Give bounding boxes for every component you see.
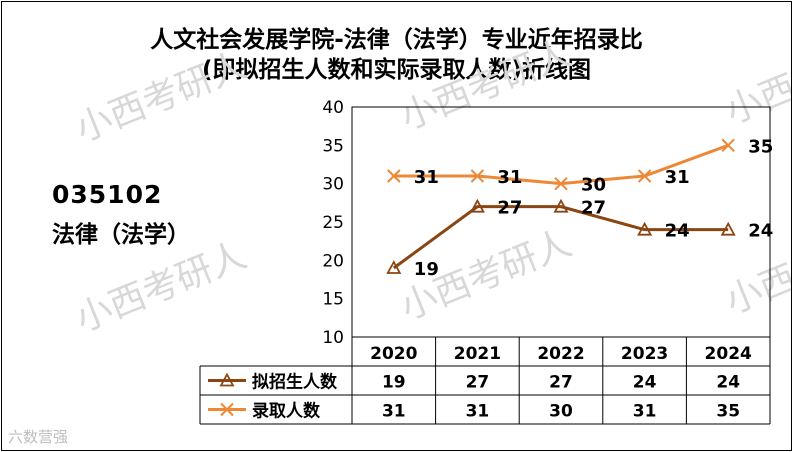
y-tick-label-35: 35	[322, 136, 344, 156]
corner-watermark: 六数营强	[8, 428, 69, 446]
x-category-label-2021: 2021	[454, 344, 501, 364]
series-1-data-label-2: 30	[581, 175, 606, 196]
series-0-table-cell-3: 24	[633, 373, 657, 393]
series-0-legend-label: 拟招生人数	[252, 372, 338, 393]
series-1-point-0	[387, 169, 401, 183]
series-0-point-2	[553, 198, 569, 213]
y-tick-label-30: 30	[322, 175, 344, 195]
y-tick-label-15: 15	[322, 290, 344, 310]
y-tick-label-10: 10	[322, 328, 344, 348]
series-0-point-1	[469, 198, 485, 213]
watermark-text-1: 小西考研人	[395, 33, 577, 138]
series-0-data-label-3: 24	[665, 221, 690, 242]
series-0-data-label-2: 27	[581, 198, 606, 219]
program-code: 035102	[52, 180, 163, 209]
series-0-point-0	[386, 260, 402, 274]
series-1-table-cell-4: 35	[716, 402, 740, 422]
series-0-point-3	[637, 221, 653, 236]
x-category-label-2024: 2024	[705, 344, 752, 364]
series-1-point-3	[637, 169, 652, 183]
series-0-table-cell-0: 19	[382, 373, 406, 393]
series-1-table-cell-0: 31	[382, 402, 406, 422]
x-category-label-2022: 2022	[537, 344, 584, 364]
chart-title-line2: (即拟招生人数和实际录取人数)折线图	[201, 57, 592, 83]
series-1-legend-marker	[220, 402, 234, 417]
watermark-text-2: 小西考研人	[720, 27, 791, 132]
watermark-text-0: 小西考研人	[70, 45, 252, 150]
y-tick-label-40: 40	[322, 98, 344, 118]
series-0-data-label-4: 24	[748, 221, 773, 242]
series-1-data-label-3: 31	[665, 167, 690, 188]
y-tick-label-25: 25	[322, 213, 344, 233]
series-1-table-cell-2: 30	[549, 402, 573, 422]
series-1-legend-label: 录取人数	[252, 401, 321, 422]
x-category-label-2020: 2020	[370, 344, 417, 364]
series-1-data-label-1: 31	[497, 167, 522, 188]
series-0-table-cell-1: 27	[466, 373, 490, 393]
series-1-point-4	[721, 138, 735, 153]
series-0-data-label-0: 19	[414, 259, 439, 280]
series-1-point-1	[470, 169, 485, 183]
series-0-legend-marker	[219, 372, 235, 387]
watermark-text-3: 小西考研人	[70, 235, 252, 340]
series-1-table-cell-3: 31	[633, 402, 657, 422]
program-name: 法律（法学）	[52, 222, 190, 248]
series-1-data-label-4: 35	[748, 136, 773, 157]
series-0-table-cell-4: 24	[716, 373, 740, 393]
series-1-table-cell-1: 31	[466, 402, 490, 422]
series-0-point-4	[720, 221, 736, 236]
chart-title-line1: 人文社会发展学院-法律（法学）专业近年招录比	[150, 27, 643, 53]
series-1-point-2	[554, 176, 568, 191]
y-tick-label-20: 20	[322, 251, 344, 271]
series-0-table-cell-2: 27	[549, 373, 573, 393]
series-0-data-label-1: 27	[497, 198, 522, 219]
x-category-label-2023: 2023	[621, 344, 668, 364]
series-0-line	[392, 205, 729, 270]
series-1-data-label-0: 31	[414, 167, 439, 188]
